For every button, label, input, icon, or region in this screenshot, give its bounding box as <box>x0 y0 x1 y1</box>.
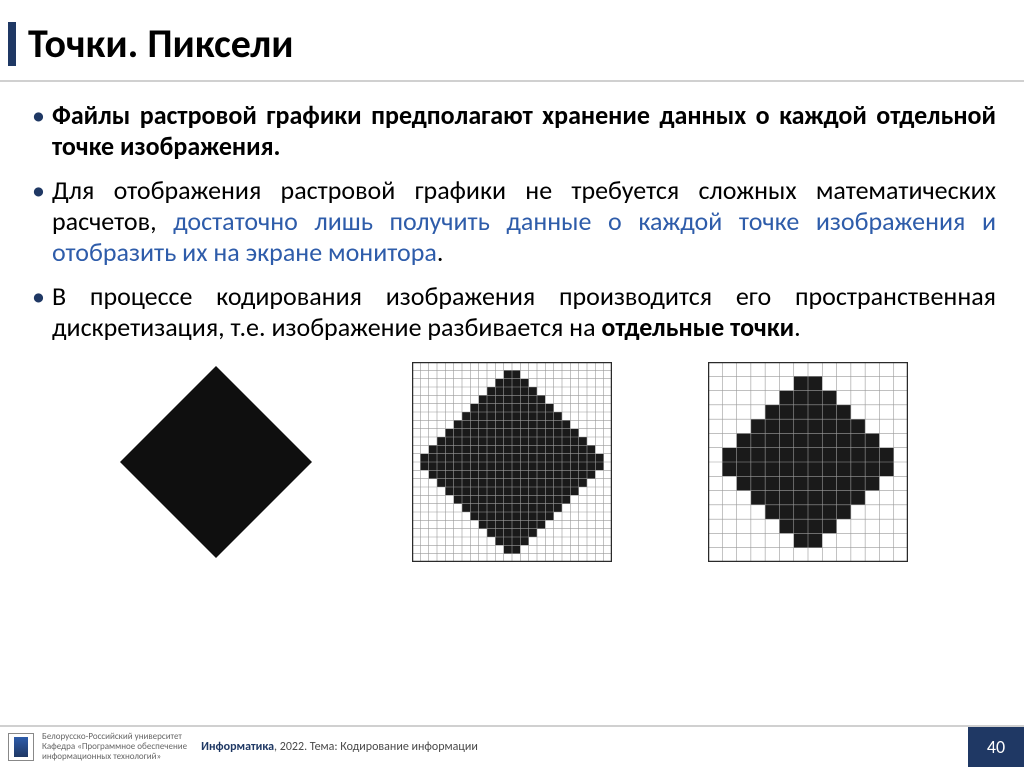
footer-logo <box>8 733 34 761</box>
bullet-2-post: . <box>437 236 444 268</box>
page-number: 40 <box>968 727 1024 767</box>
footer-uni-line3: информационных технологий» <box>42 752 187 762</box>
bullet-2-highlight: достаточно лишь получить данные о каждой… <box>52 205 996 268</box>
bullet-list: Файлы растровой графики предполагают хра… <box>28 100 996 343</box>
bullet-3-pre: В процессе кодирования изображения произ… <box>52 280 996 343</box>
footer-course: Информатика, 2022. Тема: Кодирование инф… <box>201 740 478 754</box>
figures-row <box>28 357 996 567</box>
footer: Белорусско-Российский университет Кафедр… <box>0 725 1024 767</box>
bullet-3-bold: отдельные точки <box>601 311 794 343</box>
bullet-1: Файлы растровой графики предполагают хра… <box>28 100 996 161</box>
bullet-1-text: Файлы растровой графики предполагают хра… <box>52 99 996 162</box>
page-title: Точки. Пиксели <box>28 22 294 66</box>
footer-logo-icon <box>14 737 28 757</box>
footer-university: Белорусско-Российский университет Кафедр… <box>42 732 187 762</box>
bullet-3: В процессе кодирования изображения произ… <box>28 281 996 342</box>
figure-fine-raster <box>402 357 622 567</box>
title-accent <box>8 22 16 66</box>
figure-coarse-raster <box>698 357 918 567</box>
figure-smooth-diamond <box>106 357 326 567</box>
bullet-2: Для отображения растровой графики не тре… <box>28 175 996 267</box>
title-bar: Точки. Пиксели <box>0 0 1024 76</box>
footer-course-name: Информатика <box>201 740 274 754</box>
slide: Точки. Пиксели Файлы растровой графики п… <box>0 0 1024 767</box>
footer-course-rest: , 2022. Тема: Кодирование информации <box>274 740 478 754</box>
content-area: Файлы растровой графики предполагают хра… <box>0 82 1024 725</box>
bullet-3-post: . <box>794 311 801 343</box>
